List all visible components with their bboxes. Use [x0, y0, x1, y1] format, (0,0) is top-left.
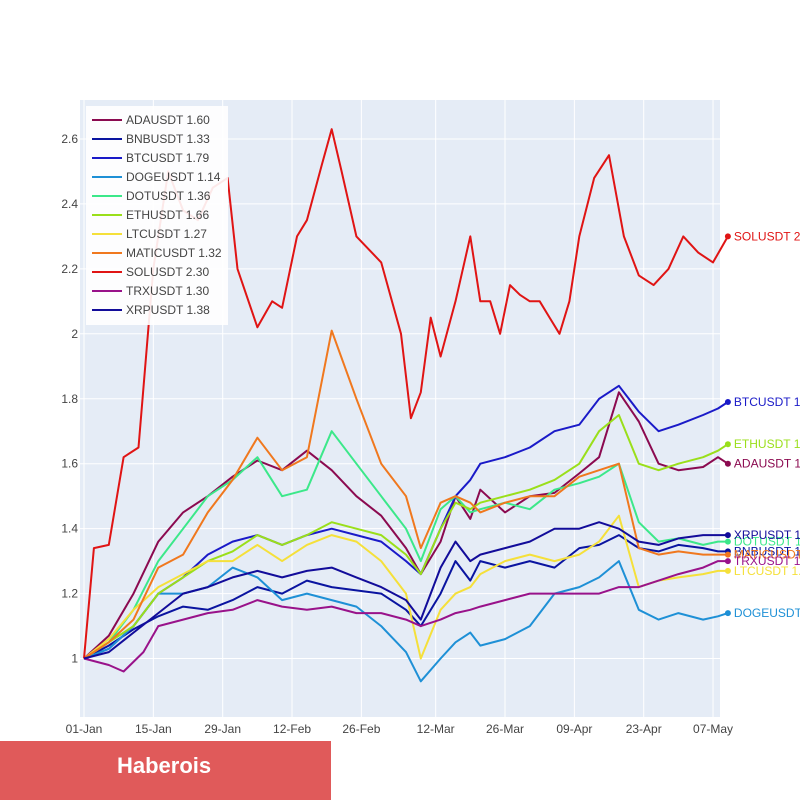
end-labels: ADAUSDT 1.60 BNBUSDT 1.33 BTCUSDT 1.79 DOGE…	[734, 229, 800, 620]
x-tick-label: 23-Apr	[626, 722, 662, 736]
series-end-marker	[724, 558, 731, 565]
y-tick-label: 1.4	[61, 522, 78, 536]
series-end-marker	[724, 441, 731, 448]
series-end-label: SOLUSDT 2.30	[734, 229, 800, 243]
series-line[interactable]	[83, 430, 728, 660]
series-end-label: MATICUSDT 1.32	[734, 548, 800, 562]
x-tick-label: 01-Jan	[66, 722, 103, 736]
y-tick-label: 2.4	[61, 197, 78, 211]
series-end-marker	[724, 399, 731, 406]
y-axis: 1 1.2 1.4 1.6 1.8 2 2.2 2.4 2.6	[61, 132, 78, 666]
series-line[interactable]	[83, 521, 728, 660]
legend-label[interactable]: SOLUSDT 2.30	[126, 265, 209, 279]
x-tick-label: 26-Mar	[486, 722, 524, 736]
series-end-label: ADAUSDT 1.60	[734, 457, 800, 471]
series-end-marker	[724, 567, 731, 574]
series-end-marker	[724, 532, 731, 539]
series-end-label: DOTUSDT 1.36	[734, 535, 800, 549]
legend-label[interactable]: BTCUSDT 1.79	[126, 151, 209, 165]
legend-label[interactable]: ADAUSDT 1.60	[126, 113, 210, 127]
x-axis: 01-Jan 15-Jan 29-Jan 12-Feb 26-Feb 12-Mar 26-M…	[66, 722, 733, 736]
series-end-label: DOGEUSDT 1.14	[734, 606, 800, 620]
x-tick-label: 29-Jan	[204, 722, 241, 736]
legend-label[interactable]: BNBUSDT 1.33	[126, 132, 210, 146]
y-tick-label: 1.8	[61, 392, 78, 406]
series-end-label: TRXUSDT 1.30	[734, 554, 800, 568]
brand-banner: Haberois	[0, 741, 331, 800]
series-end-label: BTCUSDT 1.79	[734, 395, 800, 409]
series-end-marker	[724, 233, 731, 240]
legend[interactable]: ADAUSDT 1.60 BNBUSDT 1.33 BTCUSDT 1.79 DOGE…	[86, 106, 228, 325]
legend-label[interactable]: XRPUSDT 1.38	[126, 303, 210, 317]
series-layer	[83, 128, 731, 683]
x-tick-label: 12-Feb	[273, 722, 311, 736]
series-end-marker	[724, 538, 731, 545]
series-end-marker	[724, 610, 731, 617]
legend-label[interactable]: ETHUSDT 1.66	[126, 208, 209, 222]
legend-label[interactable]: TRXUSDT 1.30	[126, 284, 209, 298]
series-end-label: XRPUSDT 1.38	[734, 528, 800, 542]
x-tick-label: 15-Jan	[135, 722, 172, 736]
brand-name: Haberois	[117, 753, 212, 778]
series-end-marker	[724, 551, 731, 558]
series-line[interactable]	[83, 329, 728, 660]
series-end-label: BNBUSDT 1.33	[734, 544, 800, 558]
y-tick-label: 1	[71, 652, 78, 666]
series-line[interactable]	[83, 560, 728, 673]
y-tick-label: 2	[71, 327, 78, 341]
x-tick-label: 12-Mar	[417, 722, 455, 736]
x-tick-label: 26-Feb	[342, 722, 380, 736]
y-tick-label: 2.6	[61, 132, 78, 146]
legend-label[interactable]: MATICUSDT 1.32	[126, 246, 222, 260]
y-tick-label: 1.6	[61, 457, 78, 471]
legend-label[interactable]: DOGEUSDT 1.14	[126, 170, 221, 184]
legend-label[interactable]: LTCUSDT 1.27	[126, 227, 207, 241]
legend-label[interactable]: DOTUSDT 1.36	[126, 189, 211, 203]
x-tick-label: 09-Apr	[556, 722, 592, 736]
x-tick-label: 07-May	[693, 722, 733, 736]
series-end-label: LTCUSDT 1.27	[734, 564, 800, 578]
y-tick-label: 2.2	[61, 262, 78, 276]
y-tick-label: 1.2	[61, 587, 78, 601]
series-end-label: ETHUSDT 1.66	[734, 437, 800, 451]
series-end-marker	[724, 460, 731, 467]
